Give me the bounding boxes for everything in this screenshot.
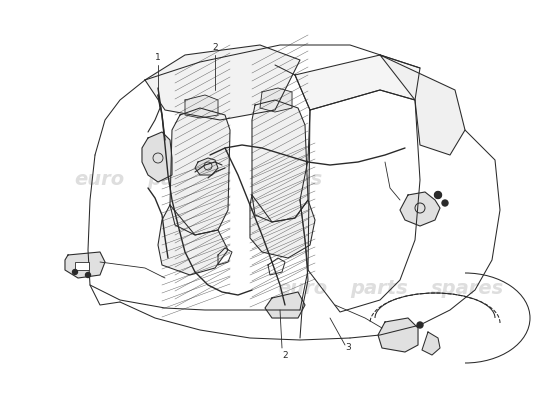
Polygon shape [260, 88, 292, 112]
FancyBboxPatch shape [75, 262, 89, 270]
Text: 3: 3 [345, 344, 351, 352]
Circle shape [434, 192, 442, 198]
Polygon shape [65, 252, 105, 278]
Polygon shape [185, 95, 218, 118]
Polygon shape [252, 100, 308, 222]
Text: 2: 2 [282, 350, 288, 360]
Text: parts: parts [350, 278, 408, 298]
Text: parts: parts [147, 170, 205, 190]
Text: euro: euro [74, 170, 124, 190]
Polygon shape [170, 108, 230, 235]
Text: spares: spares [431, 278, 504, 298]
Text: 2: 2 [212, 44, 218, 52]
Polygon shape [158, 205, 228, 275]
Polygon shape [378, 318, 418, 352]
Polygon shape [195, 158, 218, 175]
Text: 1: 1 [155, 54, 161, 62]
Circle shape [85, 272, 91, 278]
Polygon shape [422, 332, 440, 355]
Text: euro: euro [277, 278, 328, 298]
Polygon shape [380, 55, 465, 155]
Circle shape [73, 270, 78, 274]
Text: spares: spares [249, 170, 323, 190]
Circle shape [442, 200, 448, 206]
Circle shape [417, 322, 423, 328]
Polygon shape [295, 55, 420, 110]
Polygon shape [265, 292, 305, 318]
Polygon shape [400, 192, 440, 226]
Polygon shape [145, 45, 300, 120]
Polygon shape [250, 195, 315, 258]
Polygon shape [142, 132, 172, 182]
